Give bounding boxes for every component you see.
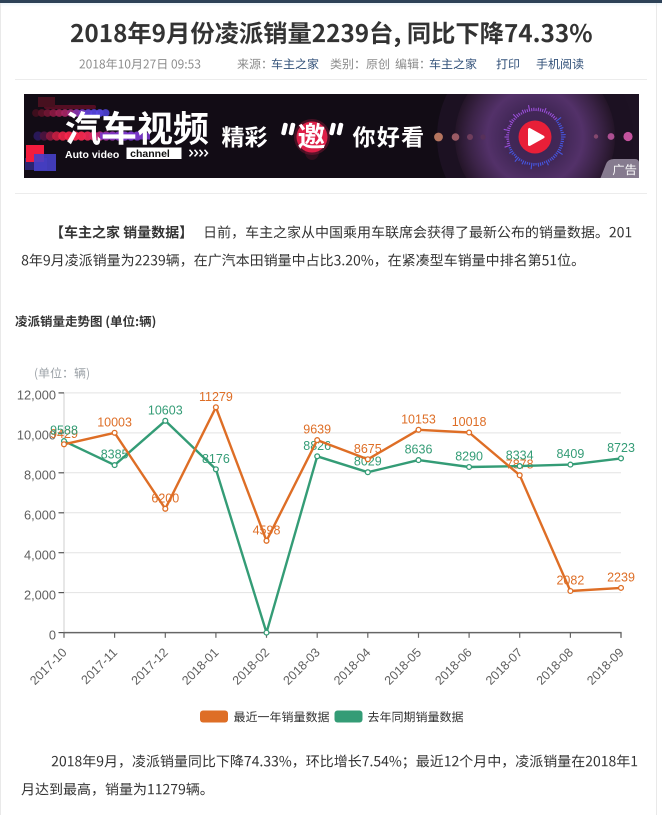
svg-text:8290: 8290 xyxy=(455,450,483,464)
svg-text:8334: 8334 xyxy=(506,449,534,463)
svg-text:2018-02: 2018-02 xyxy=(230,645,272,687)
svg-text:2018-01: 2018-01 xyxy=(179,645,221,687)
svg-text:9639: 9639 xyxy=(303,423,331,437)
svg-text:2017-12: 2017-12 xyxy=(129,645,171,687)
svg-text:10003: 10003 xyxy=(97,415,132,429)
svg-text:2082: 2082 xyxy=(556,574,584,588)
svg-text:channel: channel xyxy=(130,148,170,160)
svg-text:0: 0 xyxy=(49,627,56,642)
svg-text:Auto video: Auto video xyxy=(65,149,119,161)
svg-text:10603: 10603 xyxy=(148,403,183,417)
svg-text:8409: 8409 xyxy=(556,447,584,461)
svg-text:10,000: 10,000 xyxy=(17,428,56,443)
svg-text:2,000: 2,000 xyxy=(24,587,56,602)
svg-text:2239: 2239 xyxy=(607,570,635,584)
svg-text:2018-07: 2018-07 xyxy=(483,645,525,687)
svg-text:2018-06: 2018-06 xyxy=(432,645,474,687)
svg-text:2018-04: 2018-04 xyxy=(331,645,373,687)
svg-text:2018-08: 2018-08 xyxy=(534,645,576,687)
svg-text:10018: 10018 xyxy=(452,415,487,429)
svg-text:10153: 10153 xyxy=(401,412,436,426)
svg-text:12,000: 12,000 xyxy=(17,388,56,403)
svg-text:2017-11: 2017-11 xyxy=(79,645,121,687)
svg-text:2018-05: 2018-05 xyxy=(382,645,424,687)
svg-text:9588: 9588 xyxy=(50,424,78,438)
svg-text:2018-09: 2018-09 xyxy=(584,645,626,687)
svg-text:8675: 8675 xyxy=(354,442,382,456)
svg-text:6,000: 6,000 xyxy=(24,508,56,523)
svg-text:8723: 8723 xyxy=(607,441,635,455)
svg-text:2017-10: 2017-10 xyxy=(27,645,69,687)
svg-text:4,000: 4,000 xyxy=(24,548,56,563)
svg-text:11279: 11279 xyxy=(199,390,233,404)
svg-text:9429: 9429 xyxy=(50,427,78,441)
svg-text:8,000: 8,000 xyxy=(24,468,56,483)
svg-text:2018-03: 2018-03 xyxy=(280,645,322,687)
svg-text:8636: 8636 xyxy=(405,443,433,457)
svg-text:4598: 4598 xyxy=(253,523,281,537)
